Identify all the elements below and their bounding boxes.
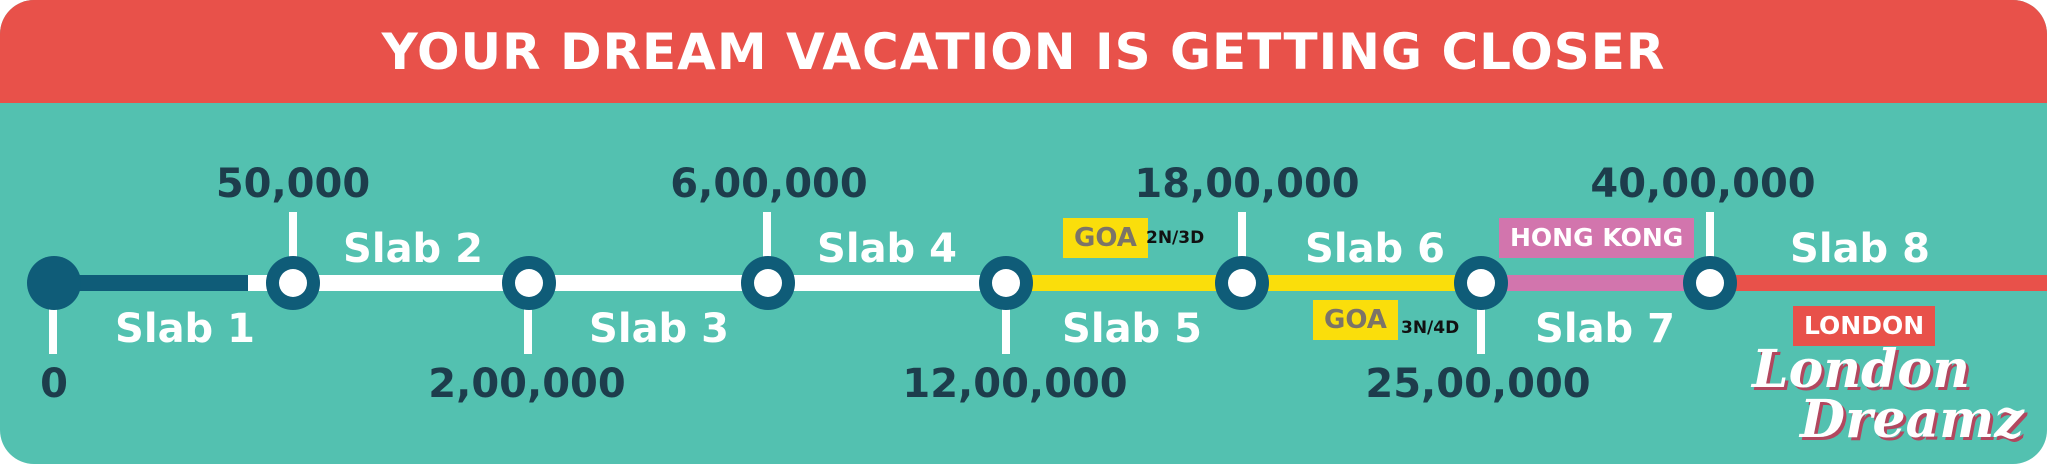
segment-slab-2: [292, 275, 530, 291]
milestone-amount-0: 0: [40, 361, 68, 407]
start-node: [27, 256, 81, 310]
tick-600000: [763, 212, 771, 276]
milestone-amount-50000: 50,000: [215, 161, 371, 207]
london-dreamz-logo: London Dreamz: [1752, 339, 2024, 450]
slab-label-5: Slab 5: [1062, 306, 1202, 352]
milestone-amount-600000: 6,00,000: [670, 161, 868, 207]
tick-4000000: [1706, 212, 1714, 276]
tag-goa-1: GOA: [1063, 218, 1148, 258]
tick-0: [49, 290, 57, 354]
milestone-amount-2500000: 25,00,000: [1365, 361, 1591, 407]
milestone-node: [1454, 256, 1508, 310]
tag-goa-2: GOA: [1313, 300, 1398, 340]
milestone-amount-4000000: 40,00,000: [1590, 161, 1816, 207]
tick-1200000: [1002, 290, 1010, 354]
slab-label-6: Slab 6: [1305, 226, 1445, 272]
milestone-node: [502, 256, 556, 310]
milestone-amount-1800000: 18,00,000: [1134, 161, 1360, 207]
segment-slab-6: [1242, 275, 1482, 291]
milestone-node: [266, 256, 320, 310]
segment-slab-4: [770, 275, 1006, 291]
tick-2500000: [1477, 290, 1485, 354]
slab-label-8: Slab 8: [1790, 226, 1930, 272]
slab-label-3: Slab 3: [589, 306, 729, 352]
milestone-node: [1215, 256, 1269, 310]
segment-slab-7: [1482, 275, 1710, 291]
tick-200000: [524, 290, 532, 354]
milestone-node: [1683, 256, 1737, 310]
milestone-node: [741, 256, 795, 310]
segment-slab-8: [1710, 275, 2047, 291]
tag-hong-kong: HONG KONG: [1499, 218, 1695, 258]
slab-label-2: Slab 2: [343, 226, 483, 272]
tick-50000: [289, 212, 297, 276]
milestone-node: [979, 256, 1033, 310]
header-bar: YOUR DREAM VACATION IS GETTING CLOSER: [0, 0, 2047, 103]
milestone-amount-1200000: 12,00,000: [902, 361, 1128, 407]
slab-label-7: Slab 7: [1535, 306, 1675, 352]
slab-label-1: Slab 1: [115, 306, 255, 352]
segment-slab-1: [54, 275, 254, 291]
segment-slab-5: [1006, 275, 1242, 291]
slab-label-4: Slab 4: [817, 226, 957, 272]
tag-goa-1-duration: 2N/3D: [1146, 228, 1205, 248]
header-title: YOUR DREAM VACATION IS GETTING CLOSER: [381, 22, 1666, 81]
segment-slab-3: [530, 275, 770, 291]
tag-london: LONDON: [1793, 306, 1936, 346]
tick-1800000: [1238, 212, 1246, 276]
milestone-amount-200000: 2,00,000: [428, 361, 626, 407]
tag-goa-2-duration: 3N/4D: [1401, 318, 1460, 338]
